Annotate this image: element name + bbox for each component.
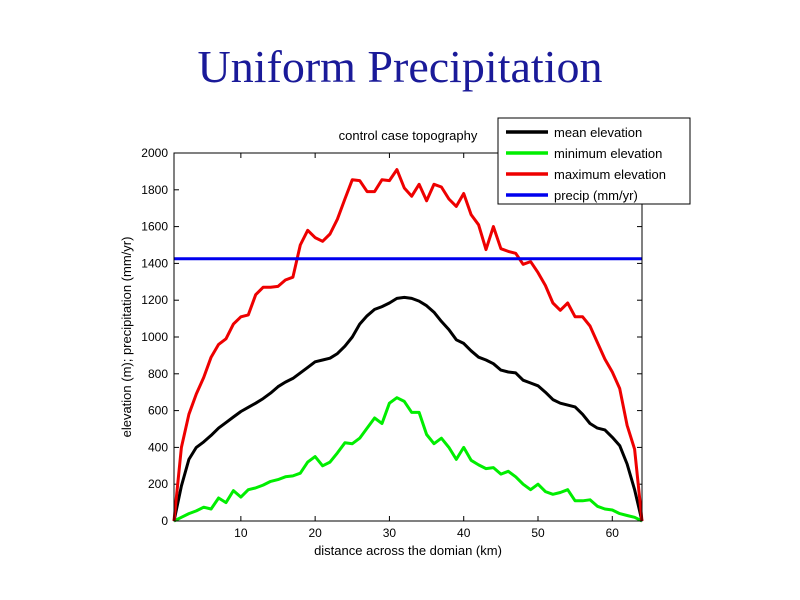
- legend-label: precip (mm/yr): [554, 188, 638, 203]
- x-tick-label: 10: [234, 526, 248, 540]
- series-line-maximum: [172, 168, 644, 522]
- x-tick-label: 40: [457, 526, 471, 540]
- x-tick-label: 30: [383, 526, 397, 540]
- axis-ticks: 10 20 30 40 50 600200400600800100012001400160…: [141, 146, 642, 540]
- y-tick-label: 400: [148, 440, 168, 454]
- y-tick-label: 0: [161, 514, 168, 528]
- y-tick-label: 200: [148, 477, 168, 491]
- plot-frame: [173, 152, 643, 522]
- y-axis-label: elevation (m); precipitation (mm/yr): [119, 237, 134, 438]
- x-tick-label: 60: [606, 526, 620, 540]
- y-tick-label: 2000: [141, 146, 168, 160]
- series-line-mean: [172, 295, 644, 522]
- legend-label: mean elevation: [554, 125, 642, 140]
- y-tick-label: 1600: [141, 220, 168, 234]
- series-line-minimum: [173, 396, 643, 523]
- legend: mean elevation minimum elevation maximum e…: [497, 117, 691, 205]
- x-tick-label: 50: [531, 526, 545, 540]
- y-tick-label: 1200: [141, 293, 168, 307]
- x-tick-label: 20: [308, 526, 322, 540]
- y-tick-label: 600: [148, 404, 168, 418]
- chart-title: control case topography: [339, 128, 478, 143]
- y-tick-label: 1800: [141, 183, 168, 197]
- x-axis-label: distance across the domian (km): [314, 543, 502, 558]
- legend-label: maximum elevation: [554, 167, 666, 182]
- series-lines: [172, 168, 644, 523]
- y-tick-label: 1000: [141, 330, 168, 344]
- y-tick-label: 800: [148, 367, 168, 381]
- legend-label: minimum elevation: [554, 146, 662, 161]
- slide-title: Uniform Precipitation: [197, 41, 603, 92]
- y-tick-label: 1400: [141, 256, 168, 270]
